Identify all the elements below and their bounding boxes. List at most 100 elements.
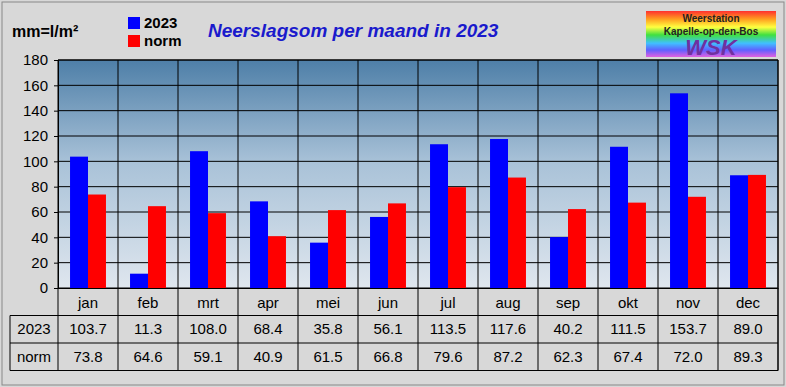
table-row-label: norm <box>17 348 51 365</box>
y-axis-title: mm=l/m² <box>12 23 78 40</box>
y-tick-mark <box>54 85 58 86</box>
table-rule <box>58 60 778 61</box>
x-tick-label: jul <box>439 294 455 311</box>
table-cell: 56.1 <box>373 320 402 337</box>
bar <box>748 175 766 288</box>
x-tick-label: mei <box>316 294 340 311</box>
y-tick-label: 20 <box>31 254 48 271</box>
logo-text: Weerstation <box>682 13 739 24</box>
y-tick: 180 <box>23 51 58 68</box>
x-tick-label: mrt <box>197 294 219 311</box>
table-cell: 40.2 <box>553 320 582 337</box>
y-tick-label: 180 <box>23 51 48 68</box>
column-separator <box>778 60 779 371</box>
y-tick-label: 100 <box>23 153 48 170</box>
table-cell: 87.2 <box>493 348 522 365</box>
bar <box>610 147 628 288</box>
bar <box>130 274 148 288</box>
y-tick-mark <box>54 237 58 238</box>
x-tick: sep <box>556 288 580 311</box>
y-tick: 0 <box>40 279 58 296</box>
y-tick-label: 40 <box>31 229 48 246</box>
background <box>0 0 786 387</box>
x-tick-label: aug <box>495 294 520 311</box>
y-tick-label: 140 <box>23 102 48 119</box>
x-tick-label: jan <box>77 294 98 311</box>
bar <box>508 178 526 288</box>
table-cell: 64.6 <box>133 348 162 365</box>
bar <box>190 151 208 288</box>
y-tick-mark <box>54 111 58 112</box>
y-tick: 60 <box>31 203 58 220</box>
x-tick: nov <box>676 288 701 311</box>
bar <box>328 210 346 288</box>
y-tick-mark <box>54 161 58 162</box>
table-rule <box>10 343 778 344</box>
bar <box>370 217 388 288</box>
y-tick-mark <box>54 187 58 188</box>
chart: 020406080100120140160180janfebmrtaprmeij… <box>0 0 786 387</box>
table-cell: 113.5 <box>430 320 466 337</box>
separators <box>118 60 778 371</box>
x-tick: jan <box>77 288 98 311</box>
y-axis: 020406080100120140160180 <box>23 51 59 296</box>
x-tick: okt <box>618 288 639 311</box>
table-cell: 61.5 <box>313 348 342 365</box>
table-rule <box>10 316 11 371</box>
table-cell: 35.8 <box>313 320 342 337</box>
column-separator <box>178 60 179 371</box>
table-cell: 11.3 <box>134 320 162 337</box>
bar <box>670 93 688 288</box>
bar <box>730 175 748 288</box>
bar <box>268 236 286 288</box>
y-tick: 140 <box>23 102 58 119</box>
legend: 2023norm <box>128 14 182 49</box>
y-tick-mark <box>54 212 58 213</box>
y-tick: 40 <box>31 229 58 246</box>
x-tick: aug <box>495 288 520 311</box>
table-cell: 79.6 <box>433 348 462 365</box>
logo: WeerstationKapelle-op-den-BosWSK <box>646 11 776 60</box>
x-tick: mrt <box>197 288 219 311</box>
column-separator <box>478 60 479 371</box>
table-cell: 66.8 <box>373 348 402 365</box>
y-tick-mark <box>54 136 58 137</box>
outer-frame <box>2 2 784 385</box>
bar <box>688 197 706 288</box>
x-tick: jul <box>439 288 455 311</box>
bar <box>550 237 568 288</box>
x-tick-label: nov <box>676 294 701 311</box>
table-cell: 89.0 <box>733 320 762 337</box>
y-tick-label: 0 <box>40 279 48 296</box>
table-cell: 40.9 <box>253 348 282 365</box>
x-tick-label: feb <box>138 294 159 311</box>
x-tick: feb <box>138 288 159 311</box>
y-tick: 80 <box>31 178 58 195</box>
table-cell: 73.8 <box>73 348 102 365</box>
table-rule <box>58 60 59 371</box>
table-cell: 59.1 <box>193 348 222 365</box>
column-separator <box>418 60 419 371</box>
x-tick: mei <box>316 288 340 311</box>
table-cell: 103.7 <box>69 320 107 337</box>
bar <box>310 243 328 288</box>
title: Neerslagsom per maand in 2023 <box>208 20 499 41</box>
table-cell: 111.5 <box>610 320 645 337</box>
bar <box>430 144 448 288</box>
y-tick-label: 60 <box>31 203 48 220</box>
table-cell: 62.3 <box>553 348 582 365</box>
y-tick: 100 <box>23 153 58 170</box>
x-tick-label: apr <box>257 294 279 311</box>
column-separator <box>658 60 659 371</box>
table-rule <box>10 315 778 316</box>
x-tick-label: okt <box>618 294 639 311</box>
bar <box>568 209 586 288</box>
bar <box>208 213 226 288</box>
x-tick-label: dec <box>736 294 761 311</box>
x-tick-label: jun <box>377 294 398 311</box>
bar <box>490 139 508 288</box>
table-row-label: 2023 <box>17 320 50 337</box>
table-cell: 108.0 <box>189 320 227 337</box>
logo-text: WSK <box>685 35 738 60</box>
table-cell: 153.7 <box>669 320 707 337</box>
